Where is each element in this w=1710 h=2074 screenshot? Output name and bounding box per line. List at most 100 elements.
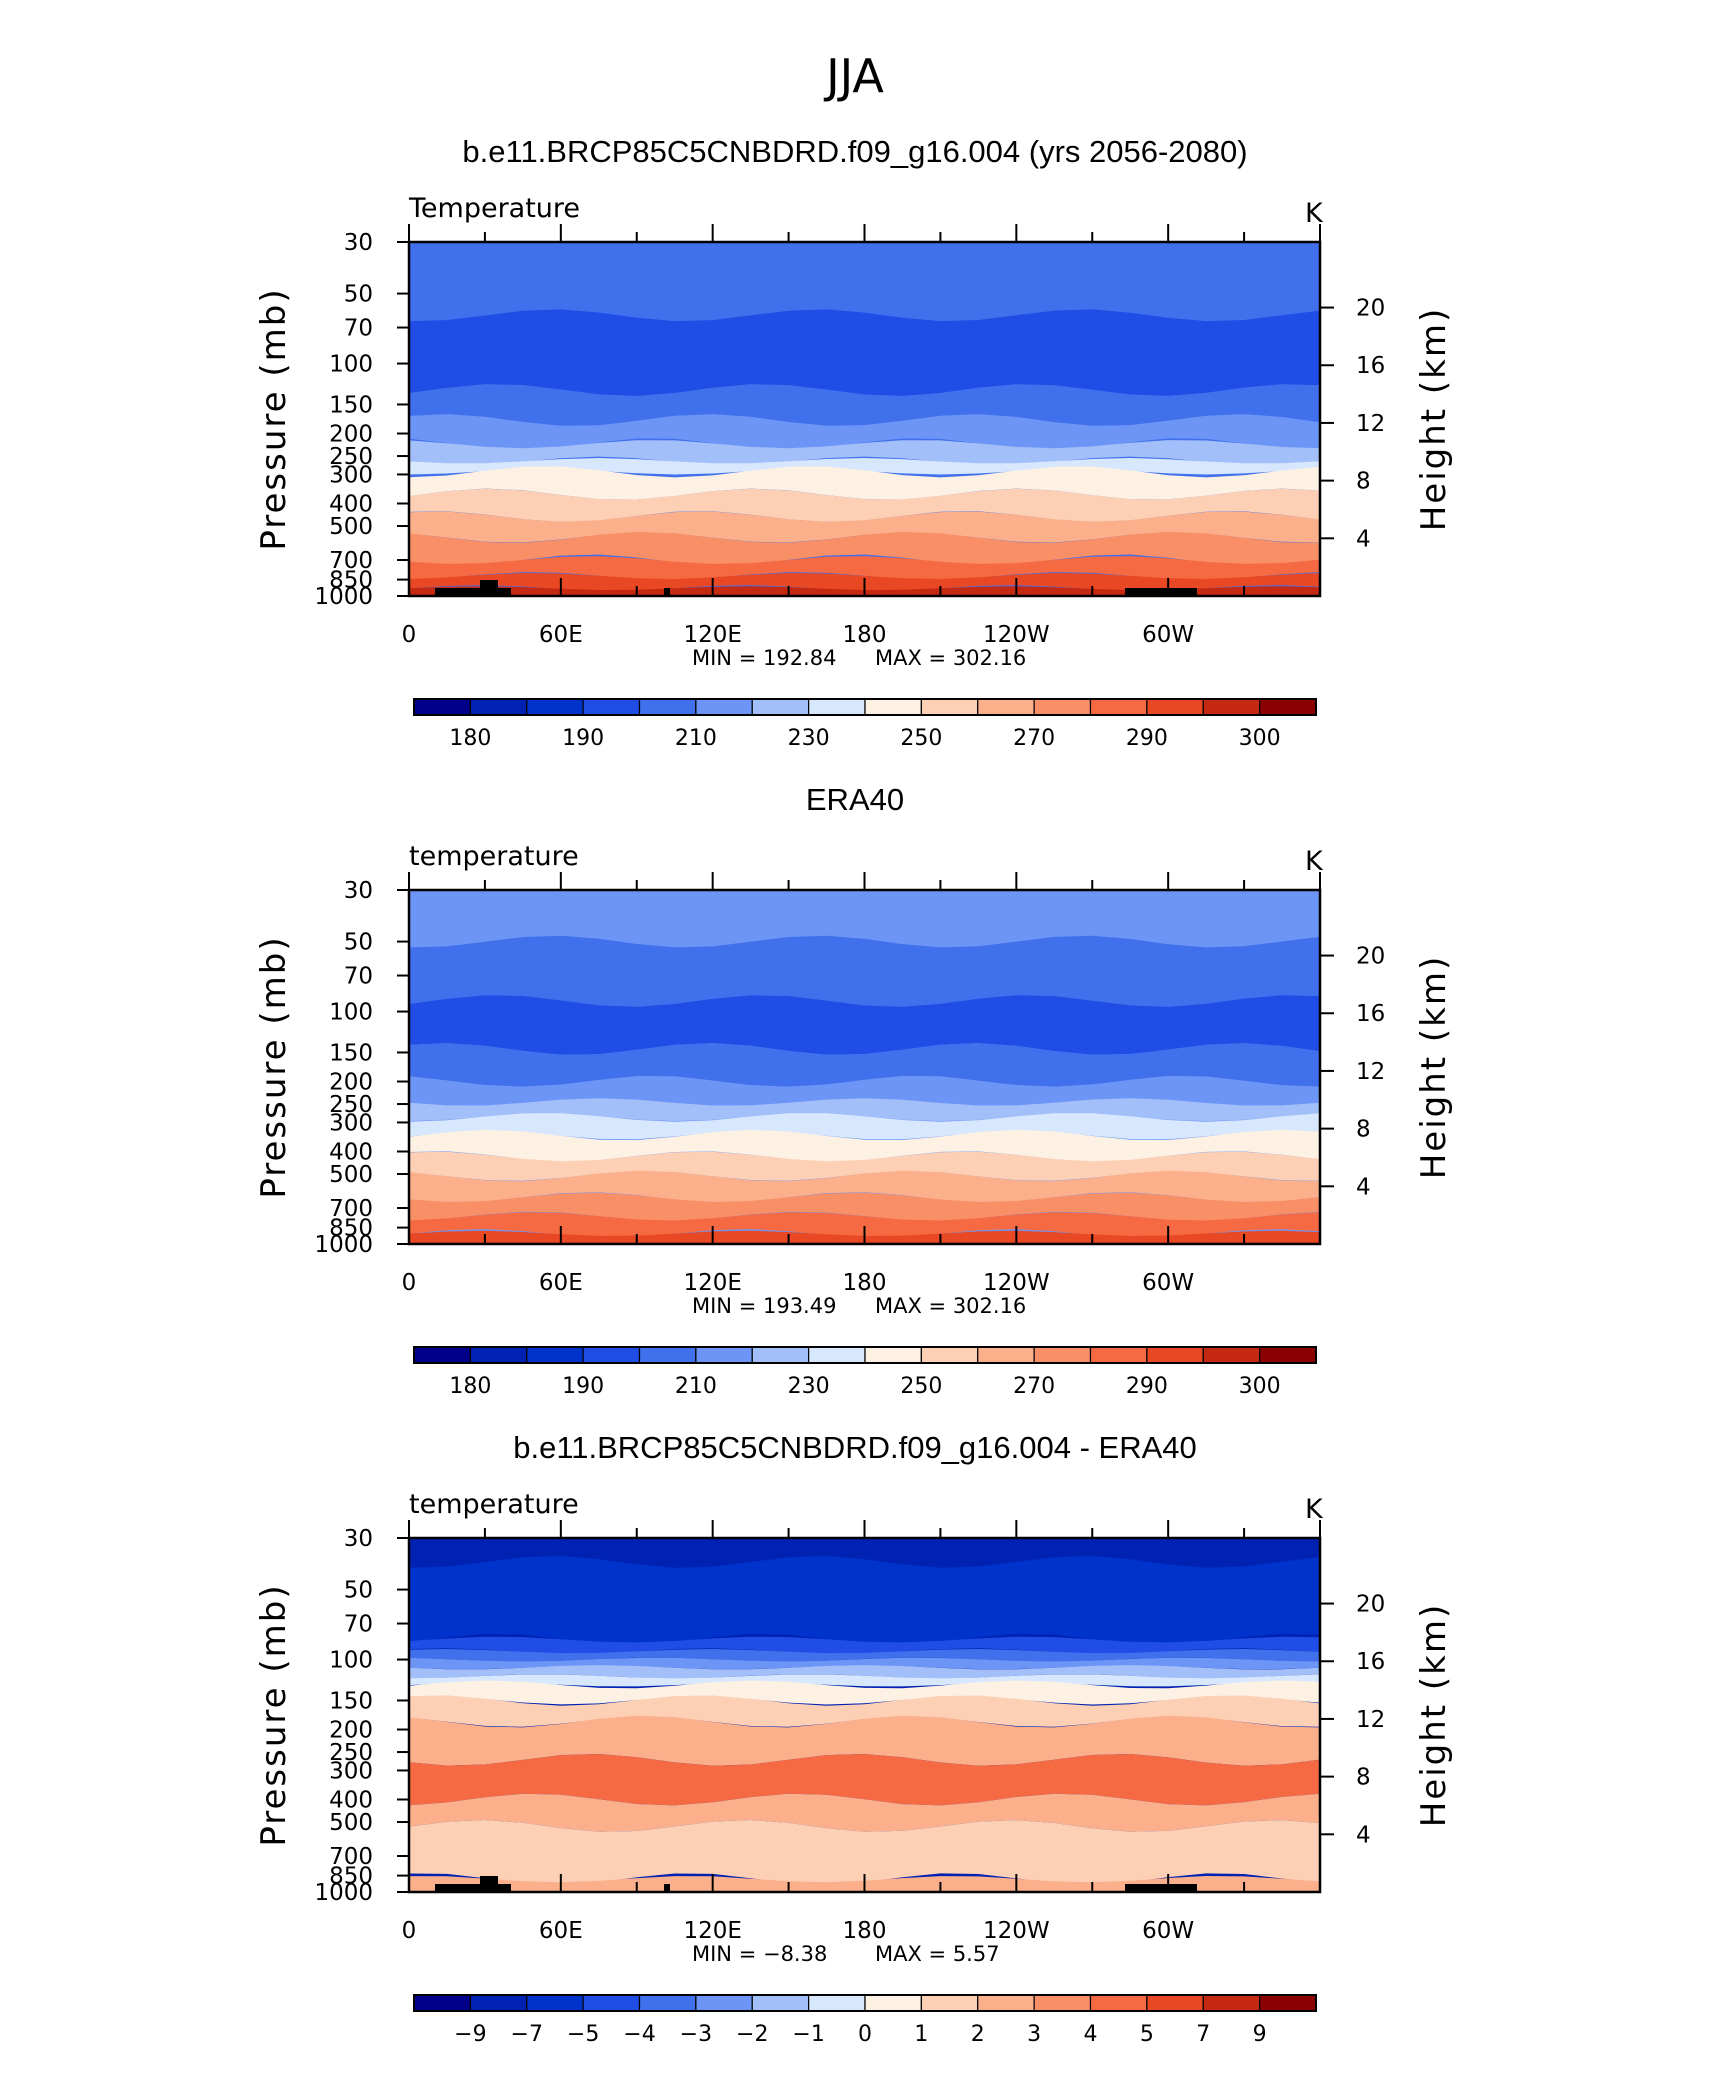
colorbar-swatch: [1259, 698, 1317, 716]
colorbar-label: 290: [1126, 726, 1168, 751]
topography-block: [435, 1884, 511, 1892]
y-tick-label: 50: [344, 1578, 373, 1604]
y-tick-label: 500: [329, 1162, 373, 1188]
colorbar-swatch: [1089, 1994, 1148, 2012]
contour-band: [409, 935, 1320, 1007]
topography-block: [435, 588, 511, 596]
y-tick-label: 70: [344, 964, 373, 990]
y-tick-label: 150: [329, 1040, 373, 1066]
x-tick-label: 0: [402, 622, 417, 648]
contour-band: [409, 1098, 1320, 1122]
contour-band: [409, 995, 1320, 1055]
y2-tick-label: 16: [1356, 1649, 1385, 1675]
contour-field: [409, 242, 1320, 596]
contour-band: [409, 1665, 1320, 1679]
colorbar-frame: [413, 698, 1317, 716]
colorbar-swatch: [413, 698, 471, 716]
colorbar-label: 250: [900, 726, 942, 751]
x-tick-label: 60E: [539, 1918, 583, 1944]
contour-band: [409, 511, 1320, 543]
contour-band: [409, 242, 1320, 322]
topography-block: [664, 1884, 670, 1892]
y-tick-label: 30: [344, 1526, 373, 1552]
y2-tick-label: 12: [1356, 1059, 1385, 1085]
contour-band: [409, 1151, 1320, 1181]
colorbar: −9 −7 −5 −4 −3 −2 −1 0 1 2 3 4 5 7 9: [413, 1994, 1317, 2047]
x-tick-label: 120E: [683, 622, 741, 648]
colorbar-label: 9: [1253, 2022, 1267, 2047]
colorbar-swatch: [469, 698, 528, 716]
colorbar-swatch: [920, 698, 979, 716]
y-tick-label: 1000: [314, 1880, 373, 1906]
colorbar-label: 190: [562, 726, 604, 751]
min-value: MIN = 193.49: [692, 1294, 836, 1318]
y-tick-label: 1000: [314, 1232, 373, 1258]
contour-band: [409, 1820, 1320, 1886]
y-tick-label: 300: [329, 1758, 373, 1784]
y-tick-label: 850: [329, 568, 373, 594]
contour-band: [409, 1636, 1320, 1654]
max-value: MAX = 302.16: [875, 646, 1026, 670]
colorbar-swatch: [1033, 698, 1092, 716]
y-tick-label: 150: [329, 392, 373, 418]
contour-band: [409, 1192, 1320, 1221]
variable-label: Temperature: [408, 193, 580, 224]
colorbar-label: 180: [449, 1374, 491, 1399]
colorbar: 180 190 210 230 250 270 290 300: [413, 1346, 1317, 1399]
colorbar-label: −9: [454, 2022, 486, 2047]
y-tick-label: 700: [329, 548, 373, 574]
contour-band: [409, 1649, 1320, 1662]
colorbar-frame: [413, 1346, 1317, 1364]
y2-axis-title: Height (km): [1414, 307, 1454, 532]
colorbar-label: 270: [1013, 1374, 1055, 1399]
colorbar-label: 0: [858, 2022, 872, 2047]
colorbar-label: 180: [449, 726, 491, 751]
colorbar-swatch: [751, 698, 810, 716]
units-label: K: [1305, 1494, 1324, 1525]
y-tick-label: 150: [329, 1688, 373, 1714]
y2-tick-label: 4: [1356, 526, 1371, 552]
panel-era40-temperature: ERA40 temperature K 0 60E 120E 180 120W 60W 30 50 7…: [254, 782, 1454, 1399]
figure-title: JJA: [823, 49, 884, 103]
contour-band: [409, 384, 1320, 426]
colorbar-swatch: [808, 1994, 866, 2012]
y2-tick-label: 8: [1356, 1117, 1371, 1143]
contour-band: [409, 1556, 1320, 1646]
panel-title: ERA40: [806, 782, 904, 817]
y2-tick-label: 20: [1356, 944, 1385, 970]
contour-band: [409, 309, 1320, 396]
y-axis-title: Pressure (mb): [254, 1583, 294, 1846]
y-tick-label: 100: [329, 1648, 373, 1674]
colorbar-swatch: [1146, 698, 1204, 716]
colorbar-swatch: [469, 1346, 528, 1364]
y-tick-label: 250: [329, 1092, 373, 1118]
colorbar-swatch: [1202, 698, 1261, 716]
y-tick-label: 400: [329, 1139, 373, 1165]
colorbar-frame: [413, 1994, 1317, 2012]
colorbar-label: 210: [675, 726, 717, 751]
colorbar-swatch: [1146, 1346, 1204, 1364]
contour-band: [409, 458, 1320, 475]
y-tick-label: 500: [329, 1810, 373, 1836]
min-value: MIN = 192.84: [692, 646, 836, 670]
contour-band: [409, 1212, 1320, 1238]
x-tick-label: 180: [843, 622, 887, 648]
x-tick-label: 60E: [539, 1270, 583, 1296]
y-axis-title: Pressure (mb): [254, 287, 294, 550]
x-tick-label: 0: [402, 1918, 417, 1944]
y2-tick-label: 8: [1356, 469, 1371, 495]
colorbar-swatch: [638, 698, 697, 716]
y-tick-label: 70: [344, 316, 373, 342]
colorbar-label: −1: [792, 2022, 824, 2047]
colorbar-label: −3: [680, 2022, 712, 2047]
x-tick-label: 60W: [1142, 1270, 1194, 1296]
y2-tick-label: 8: [1356, 1765, 1371, 1791]
colorbar-label: 190: [562, 1374, 604, 1399]
colorbar-label: 4: [1084, 2022, 1098, 2047]
colorbar-label: 230: [788, 726, 830, 751]
colorbar-label: 5: [1140, 2022, 1154, 2047]
colorbar-swatch: [1146, 1994, 1204, 2012]
colorbar-swatch: [1202, 1346, 1261, 1364]
colorbar-swatch: [920, 1346, 979, 1364]
x-tick-label: 180: [843, 1270, 887, 1296]
